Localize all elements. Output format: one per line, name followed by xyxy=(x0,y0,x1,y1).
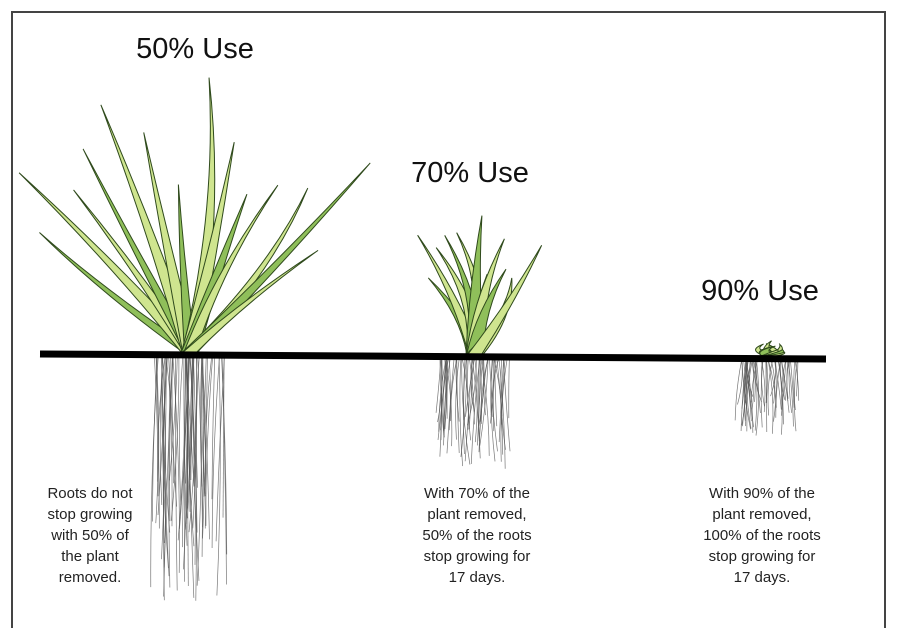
caption-line: 100% of the roots xyxy=(703,527,821,544)
diagram: 50% Use 70% Use 90% Use Roots do not stop… xyxy=(0,0,899,628)
caption-line: the plant xyxy=(61,548,119,565)
caption-line: With 70% of the xyxy=(424,485,530,502)
caption-line: stop growing for xyxy=(709,548,816,565)
caption-line: plant removed, xyxy=(427,506,526,523)
heading: 50% Use xyxy=(136,33,254,65)
caption-line: With 90% of the xyxy=(709,485,815,502)
caption-line: stop growing xyxy=(47,506,132,523)
caption-line: removed. xyxy=(59,569,122,586)
caption-line: with 50% of xyxy=(50,527,129,544)
heading: 90% Use xyxy=(701,275,819,307)
caption-line: 17 days. xyxy=(734,569,791,586)
caption-line: 50% of the roots xyxy=(422,527,531,544)
caption-line: Roots do not xyxy=(47,485,133,502)
caption-line: plant removed, xyxy=(712,506,811,523)
caption-line: 17 days. xyxy=(449,569,506,586)
ground-line xyxy=(40,354,826,359)
caption-line: stop growing for xyxy=(424,548,531,565)
heading: 70% Use xyxy=(411,157,529,189)
